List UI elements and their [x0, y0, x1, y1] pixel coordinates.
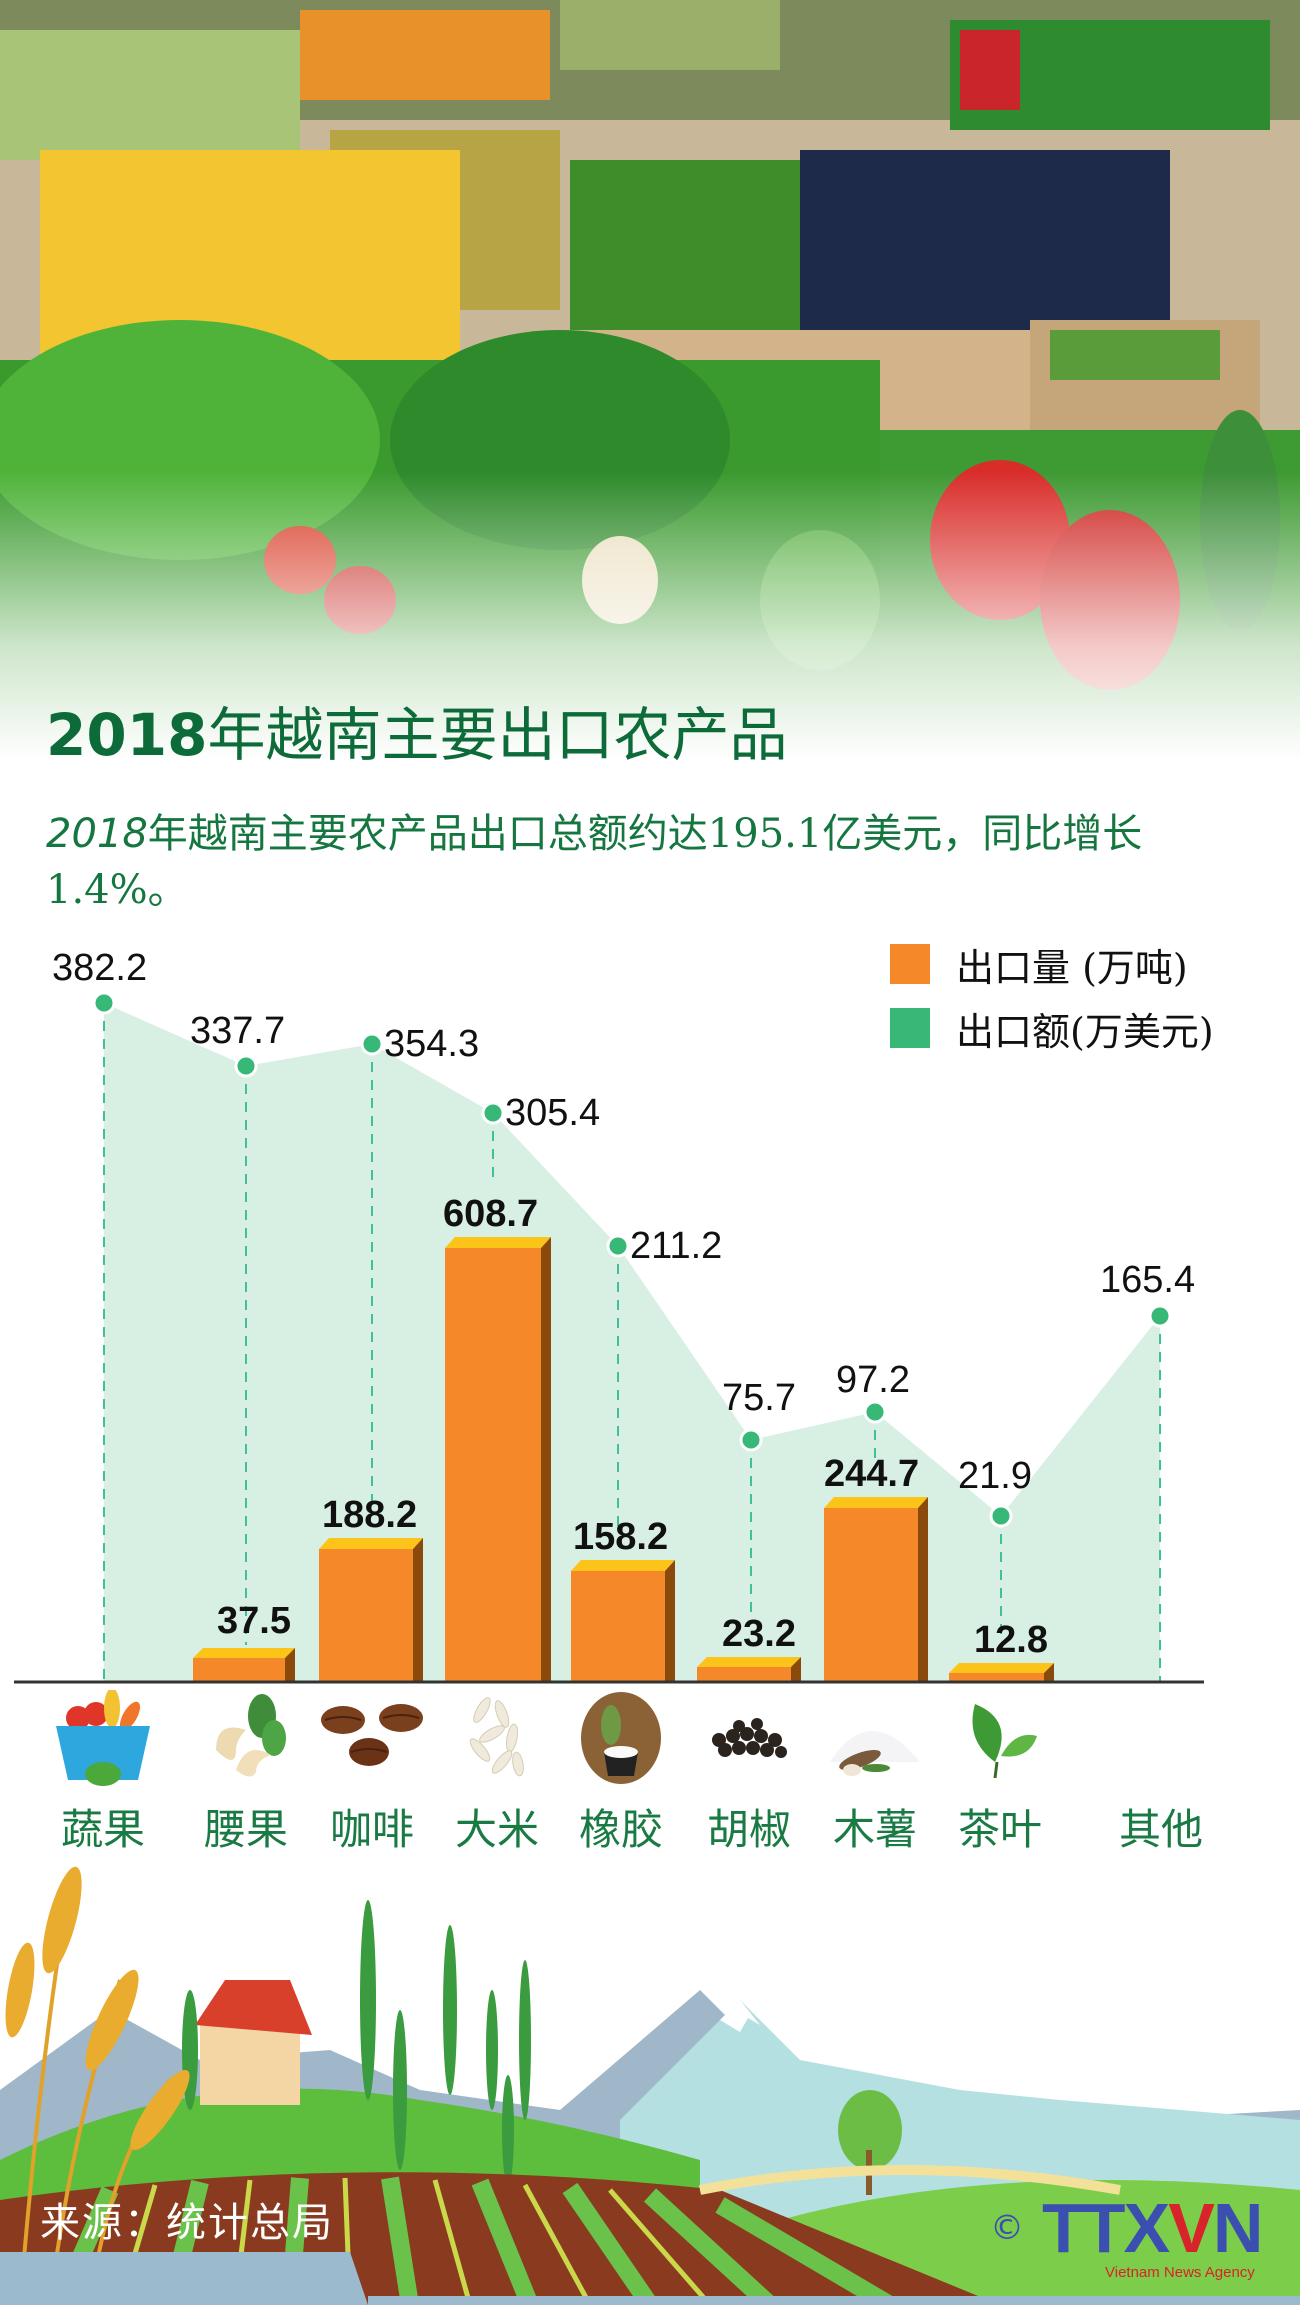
bar-tea: [949, 1663, 1054, 1682]
legend-label: 出口额(万美元): [956, 1009, 1214, 1054]
category-vegetables: 蔬果: [40, 1690, 166, 1857]
logo-subtitle: Vietnam News Agency: [1105, 2264, 1255, 2281]
category-label: 胡椒: [706, 1805, 791, 1854]
volume-label: 188.2: [322, 1494, 417, 1536]
volume-bars: [193, 1237, 1054, 1682]
logo-text-v: V: [1168, 2189, 1215, 2267]
export-chart: 382.2 337.7 354.3 305.4 211.2 75.7 97.2 …: [14, 947, 1204, 1684]
category-cashew: 腰果: [183, 1690, 309, 1857]
bar-cassava: [824, 1497, 928, 1682]
logo-text-n: N: [1212, 2189, 1264, 2267]
category-label: 咖啡: [329, 1805, 414, 1854]
value-label: 337.7: [190, 1010, 285, 1052]
category-label: 其他: [1118, 1805, 1203, 1854]
bar-rice: [445, 1237, 551, 1682]
volume-label: 608.7: [443, 1193, 538, 1235]
category-label: 大米: [454, 1805, 539, 1854]
cassava-icon: [812, 1690, 938, 1786]
category-tea: 茶叶: [937, 1690, 1063, 1857]
photo-fade-overlay: [0, 0, 1300, 760]
legend-item-volume: 出口量 (万吨): [890, 932, 1214, 996]
tea-leaf-icon: [937, 1690, 1063, 1786]
title-text: 年越南主要出口农产品: [207, 701, 788, 769]
value-label: 211.2: [630, 1225, 722, 1267]
bar-coffee: [319, 1538, 423, 1682]
value-label: 21.9: [958, 1455, 1032, 1497]
value-label: 165.4: [1100, 1259, 1195, 1301]
volume-label: 244.7: [824, 1453, 919, 1495]
rubber-latex-icon: [558, 1690, 684, 1786]
source-note: 来源：统计总局: [40, 2200, 334, 2246]
category-label: 橡胶: [578, 1805, 663, 1854]
legend-swatch-green: [890, 1008, 930, 1048]
subtitle-text: 年越南主要农产品出口总额约达195.1亿美元，同比增长1.4%。: [46, 811, 1143, 913]
chart-legend: 出口量 (万吨) 出口额(万美元): [890, 932, 1214, 1060]
legend-item-value: 出口额(万美元): [890, 996, 1214, 1060]
volume-label: 158.2: [573, 1516, 668, 1558]
category-axis: 蔬果 腰果 咖啡 大米 橡胶 胡椒 木薯: [0, 1690, 1300, 1860]
volume-label: 37.5: [217, 1600, 291, 1642]
value-dots: [92, 991, 1172, 1528]
volume-label: 12.8: [974, 1619, 1048, 1661]
category-label: 腰果: [203, 1805, 288, 1854]
legend-swatch-orange: [890, 944, 930, 984]
category-rice: 大米: [434, 1690, 560, 1857]
ttxvn-logo: © TTXVN Vietnam News Agency: [990, 2188, 1280, 2288]
category-label: 木薯: [832, 1805, 917, 1854]
value-label: 75.7: [722, 1377, 796, 1419]
bar-rubber: [571, 1560, 675, 1682]
vegetable-basket-icon: [40, 1690, 166, 1786]
value-label: 354.3: [384, 1023, 479, 1065]
bar-pepper: [697, 1657, 801, 1682]
pepper-icon: [686, 1690, 812, 1786]
coffee-bean-icon: [309, 1690, 435, 1786]
subtitle-year: 2018: [46, 811, 148, 857]
logo-text-ttx: TTX: [1042, 2189, 1170, 2267]
category-label: 茶叶: [957, 1805, 1042, 1854]
value-label: 305.4: [505, 1092, 600, 1134]
value-label: 97.2: [836, 1359, 910, 1401]
value-labels: 382.2 337.7 354.3 305.4 211.2 75.7 97.2 …: [52, 947, 1195, 1497]
category-cassava: 木薯: [812, 1690, 938, 1857]
bar-cashew: [193, 1648, 295, 1682]
title-year: 2018: [46, 701, 208, 769]
category-other: 其他: [1098, 1690, 1224, 1857]
legend-label: 出口量 (万吨): [956, 945, 1188, 990]
volume-label: 23.2: [722, 1613, 796, 1655]
category-rubber: 橡胶: [558, 1690, 684, 1857]
rice-icon: [434, 1690, 560, 1786]
category-label: 蔬果: [60, 1805, 145, 1854]
farm-landscape-illustration: [0, 1866, 1300, 2305]
value-label: 382.2: [52, 947, 147, 989]
logo-wordmark: TTXVN: [1042, 2188, 1264, 2268]
market-photo: [0, 0, 1300, 760]
cashew-icon: [183, 1690, 309, 1786]
volume-labels: 37.5 188.2 608.7 158.2 23.2 244.7 12.8: [217, 1193, 1048, 1661]
page-title: 2018年越南主要出口农产品: [46, 700, 787, 770]
empty-icon-slot: [1098, 1690, 1224, 1786]
category-coffee: 咖啡: [309, 1690, 435, 1857]
subtitle: 2018年越南主要农产品出口总额约达195.1亿美元，同比增长1.4%。: [46, 806, 1276, 918]
copyright-icon: ©: [990, 2208, 1024, 2248]
category-pepper: 胡椒: [686, 1690, 812, 1857]
